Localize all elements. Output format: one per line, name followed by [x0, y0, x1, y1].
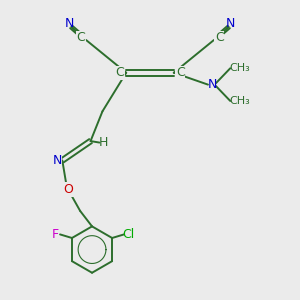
Text: C: C: [215, 31, 224, 44]
Text: N: N: [52, 154, 62, 167]
Text: CH₃: CH₃: [230, 96, 250, 106]
Text: N: N: [208, 78, 217, 91]
Text: O: O: [63, 183, 73, 196]
Text: C: C: [115, 66, 124, 79]
Text: C: C: [176, 66, 185, 79]
Text: N: N: [226, 17, 235, 30]
Text: N: N: [65, 17, 74, 30]
Text: Cl: Cl: [122, 228, 135, 241]
Text: H: H: [98, 136, 108, 149]
Text: CH₃: CH₃: [230, 63, 250, 73]
Text: C: C: [76, 31, 85, 44]
Text: F: F: [52, 228, 58, 241]
